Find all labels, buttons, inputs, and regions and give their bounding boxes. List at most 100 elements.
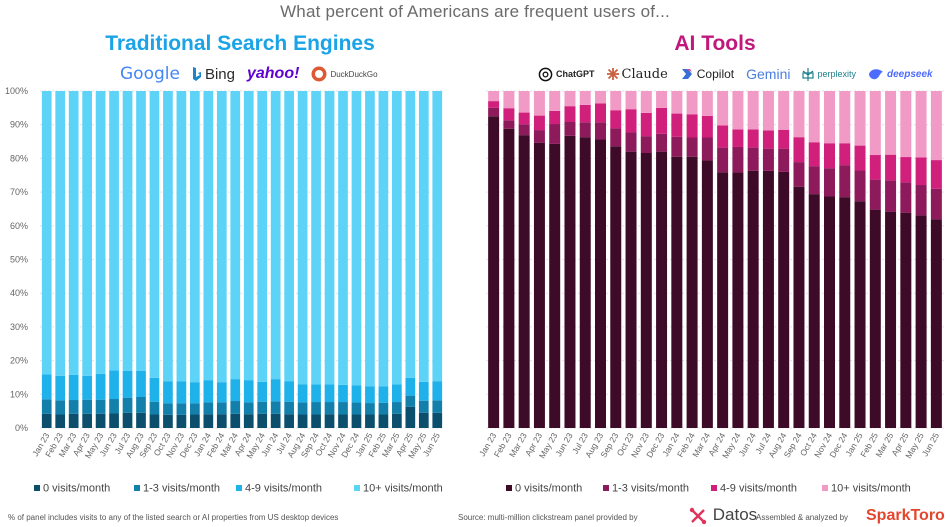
ai-bar-segment xyxy=(824,196,835,428)
ai-bar-segment xyxy=(732,172,744,428)
search-bar-segment xyxy=(338,402,348,415)
search-bar-segment xyxy=(203,91,214,381)
search-bar-segment xyxy=(432,400,443,413)
ai-bar-segment xyxy=(625,132,637,152)
search-bar-segment xyxy=(405,91,416,378)
ai-bar-segment xyxy=(808,166,820,195)
ai-bar-segment xyxy=(869,209,881,428)
ai-bar-segment xyxy=(671,156,683,428)
ai-bar-segment xyxy=(854,170,866,202)
ai-bar-segment xyxy=(671,113,683,137)
ai-bar-segment xyxy=(793,137,805,163)
claude-wordmark: Claude xyxy=(621,66,668,82)
ai-bar-segment xyxy=(717,91,729,126)
ai-bar-segment xyxy=(579,122,591,138)
search-bar-segment xyxy=(68,400,79,414)
search-bar-segment xyxy=(270,413,281,428)
ai-bar-segment xyxy=(595,122,606,140)
main-title: What percent of Americans are frequent u… xyxy=(280,2,670,21)
search-bar-segment xyxy=(284,381,294,402)
search-bar-segment xyxy=(418,91,429,382)
ai-bar-segment xyxy=(701,160,713,428)
search-legend-label: 10+ visits/month xyxy=(363,483,443,495)
ai-bar-segment xyxy=(915,91,927,158)
ai-bar-segment xyxy=(762,170,774,428)
search-legend-swatch xyxy=(236,485,242,491)
search-bar-segment xyxy=(136,412,146,428)
bing-logo: Bing xyxy=(192,66,235,83)
ai-bar-segment xyxy=(732,146,744,173)
ai-bar-segment xyxy=(915,185,927,216)
ai-bar-segment xyxy=(595,91,606,104)
search-bar-segment xyxy=(311,402,321,415)
ai-bar-segment xyxy=(854,91,866,146)
search-bar-segment xyxy=(392,91,402,385)
ai-bar-segment xyxy=(686,91,698,115)
ai-bar-segment xyxy=(488,91,500,102)
ai-bar-segment xyxy=(625,151,637,428)
source-note: Source: multi-million clickstream panel … xyxy=(458,513,638,522)
ai-bar-segment xyxy=(778,148,790,172)
search-bar-segment xyxy=(55,375,66,401)
ai-bar-segment xyxy=(808,91,820,143)
search-bar-segment xyxy=(351,402,362,415)
search-legend-swatch xyxy=(354,485,360,491)
ai-bar-segment xyxy=(625,91,637,110)
ai-bar-segment xyxy=(793,186,805,428)
ai-bar-segment xyxy=(503,128,515,428)
deepseek-wordmark: deepseek xyxy=(887,68,933,80)
search-bar-segment xyxy=(297,402,308,415)
search-bar-segment xyxy=(163,381,173,404)
ai-bar-segment xyxy=(701,137,713,161)
ai-bar-segment xyxy=(503,91,515,109)
y-tick-label: 40% xyxy=(10,288,28,298)
ai-bar-segment xyxy=(793,91,805,138)
search-bar-segment xyxy=(365,414,375,428)
ai-bar-segment xyxy=(656,133,668,152)
search-bar-segment xyxy=(405,395,416,407)
claude-logo: Claude xyxy=(606,66,668,82)
copilot-wordmark: Copilot xyxy=(696,67,735,81)
y-tick-label: 10% xyxy=(10,389,28,399)
search-bar-segment xyxy=(324,91,335,385)
search-bar-segment xyxy=(176,91,187,382)
ai-bar-segment xyxy=(808,194,820,428)
search-bar-segment xyxy=(432,412,443,428)
search-bar-segment xyxy=(351,91,362,386)
ai-bar-segment xyxy=(686,156,698,428)
bing-icon xyxy=(192,66,201,81)
search-bar-segment xyxy=(41,374,52,400)
ai-bar-segment xyxy=(671,136,683,157)
ai-bar-segment xyxy=(610,146,622,428)
search-legend-swatch xyxy=(34,485,40,491)
datos-icon xyxy=(689,507,707,524)
ai-bar-segment xyxy=(595,103,606,123)
ai-bar-segment xyxy=(564,135,576,429)
search-bar-segment xyxy=(365,386,375,404)
search-bar-segment xyxy=(284,414,294,428)
ai-bar-segment xyxy=(533,130,545,143)
search-legend-label: 0 visits/month xyxy=(43,483,110,495)
ai-bar-segment xyxy=(656,91,668,108)
search-bar-segment xyxy=(203,380,214,403)
ai-bar-segment xyxy=(869,91,881,156)
search-bar-segment xyxy=(190,91,200,383)
ai-bar-segment xyxy=(747,91,759,130)
ai-bar-segment xyxy=(503,108,515,121)
gemini-logo: Gemini xyxy=(746,66,790,82)
search-bar-segment xyxy=(163,414,173,428)
ai-bar-segment xyxy=(900,157,912,183)
ai-bar-segment xyxy=(549,143,561,428)
ai-bar-segment xyxy=(610,110,622,129)
ai-bar-segment xyxy=(762,148,774,171)
search-bar-segment xyxy=(418,381,429,401)
ai-bar-segment xyxy=(885,211,897,428)
bing-wordmark: Bing xyxy=(204,65,235,83)
ai-bar-segment xyxy=(533,142,545,428)
ai-bar-segment xyxy=(900,182,912,213)
search-bar-segment xyxy=(432,91,443,382)
ai-bar-segment xyxy=(610,91,622,111)
search-bar-segment xyxy=(82,91,92,376)
search-bar-segment xyxy=(176,381,187,404)
search-bar-segment xyxy=(82,399,92,414)
